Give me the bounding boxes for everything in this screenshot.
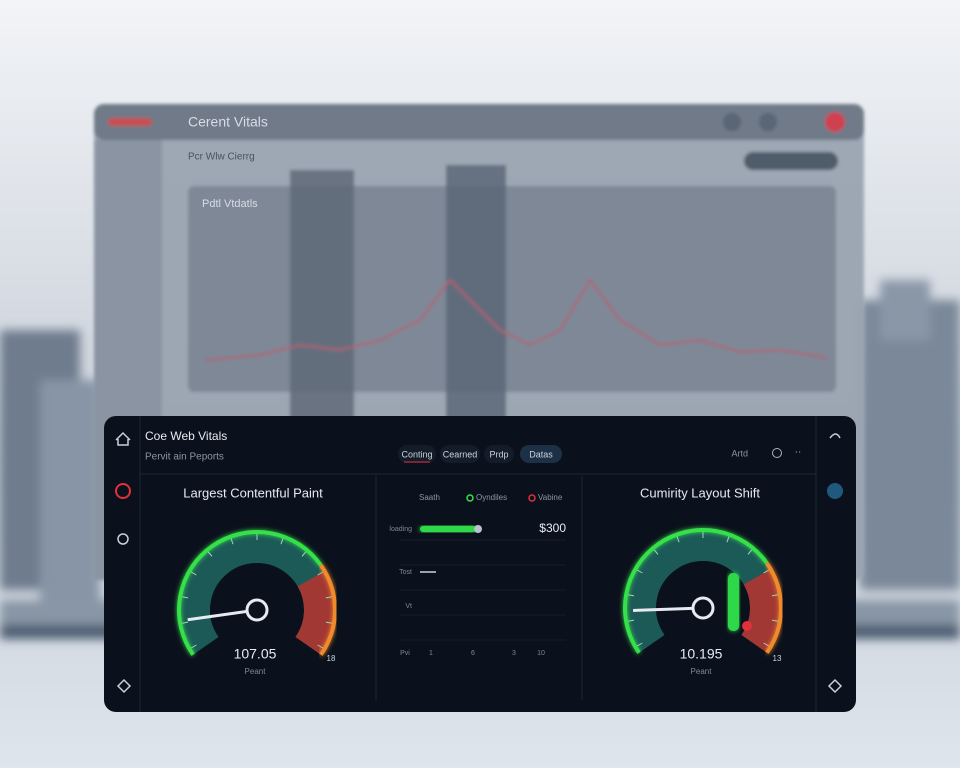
gauge-tick	[636, 642, 643, 647]
gauge-tick	[182, 621, 189, 624]
row-label: Tost	[399, 569, 412, 576]
home-icon[interactable]	[115, 431, 131, 446]
app-subtitle: Pervit ain Peports	[145, 452, 224, 463]
tab[interactable]	[398, 445, 436, 463]
gauge-tick	[628, 594, 635, 597]
alert-icon[interactable]	[115, 483, 131, 499]
gauge-tick	[317, 644, 324, 649]
background-panel-title: Pdtl Vtdatls	[202, 198, 258, 210]
gauge-tick	[182, 596, 189, 599]
row-label: loading	[389, 526, 412, 533]
gauge-tick	[317, 571, 324, 576]
gauge-tick	[628, 619, 635, 622]
legend-swatch	[466, 494, 474, 502]
gauge-tick	[190, 571, 197, 576]
gauge-tick	[726, 536, 730, 543]
toolbar-label: Artd	[731, 448, 748, 458]
gauge-rim	[177, 530, 323, 656]
axis-label: 3	[512, 650, 516, 657]
app-panel	[104, 416, 856, 712]
gauge-value: 10.195	[680, 646, 723, 662]
gauge-scale-end: 18	[327, 654, 336, 663]
gauge-tick	[325, 596, 332, 599]
tab-label[interactable]: Cearned	[443, 449, 478, 459]
gauge-tick	[301, 551, 307, 557]
tab-label[interactable]: Datas	[529, 449, 553, 459]
background-breadcrumb: Pcr Wlw Cierrg	[188, 152, 255, 163]
gauge-tick	[771, 619, 778, 622]
tab-label[interactable]: Prdp	[489, 449, 508, 459]
gauge-tick	[280, 538, 284, 545]
gauge-tick	[230, 538, 234, 545]
gauge-rim-warn	[319, 564, 337, 656]
clock-icon[interactable]	[772, 448, 782, 458]
axis-label: Pvi	[400, 650, 410, 657]
more-icon[interactable]: ··	[795, 447, 802, 458]
gauge-caption: Peant	[245, 667, 267, 676]
gauge-tick	[763, 642, 770, 647]
legend-label: Oyndiles	[476, 493, 507, 502]
legend-label: Saath	[419, 493, 440, 502]
gauge-tick	[636, 569, 643, 574]
tab[interactable]	[440, 445, 480, 463]
gauge-tick	[676, 536, 680, 543]
gauge-tick	[763, 569, 770, 574]
settings-icon[interactable]	[116, 678, 132, 694]
background-title: Cerent Vitals	[188, 114, 268, 130]
gauge-hub	[691, 596, 715, 620]
gauge-needle	[187, 608, 258, 622]
tab-label[interactable]: Conting	[401, 449, 432, 459]
indicator-dot	[742, 621, 752, 631]
gauge-title: Cumirity Layout Shift	[640, 485, 760, 500]
gauge-tick	[653, 549, 659, 555]
user-icon[interactable]	[117, 533, 129, 545]
gauge-caption: Peant	[691, 667, 713, 676]
axis-label: 6	[471, 650, 475, 657]
gauge-band-warn	[295, 571, 334, 655]
tab[interactable]	[484, 445, 514, 463]
gauge-value: 107.05	[234, 646, 277, 662]
gauge-tick	[747, 549, 753, 555]
gauge-band-warn	[741, 569, 780, 653]
legend-swatch	[528, 494, 536, 502]
gauge-tick	[207, 551, 213, 557]
gauge-rim-warn	[765, 562, 783, 654]
legend-label: Vabine	[538, 493, 563, 502]
gauge-scale-end: 13	[773, 654, 782, 663]
side-icons[interactable]	[827, 433, 843, 694]
indicator-bar	[728, 573, 739, 631]
gauge-hub	[245, 598, 269, 622]
gauge-tick	[771, 594, 778, 597]
tab[interactable]	[520, 445, 562, 463]
gauge-needle	[632, 606, 704, 612]
gauge-title: Largest Contentful Paint	[183, 485, 323, 500]
axis-label: 10	[537, 650, 545, 657]
app-title: Coe Web Vitals	[145, 429, 227, 443]
status-dot[interactable]	[827, 483, 843, 499]
progress-fill	[420, 526, 476, 532]
axis-label: 1	[429, 650, 433, 657]
gauge-rim	[623, 528, 769, 654]
gauge-tick	[190, 644, 197, 649]
row-value: $300	[539, 521, 566, 535]
progress-knob	[474, 525, 482, 533]
gauge-tick	[325, 621, 332, 624]
row-label: Vt	[405, 603, 412, 610]
